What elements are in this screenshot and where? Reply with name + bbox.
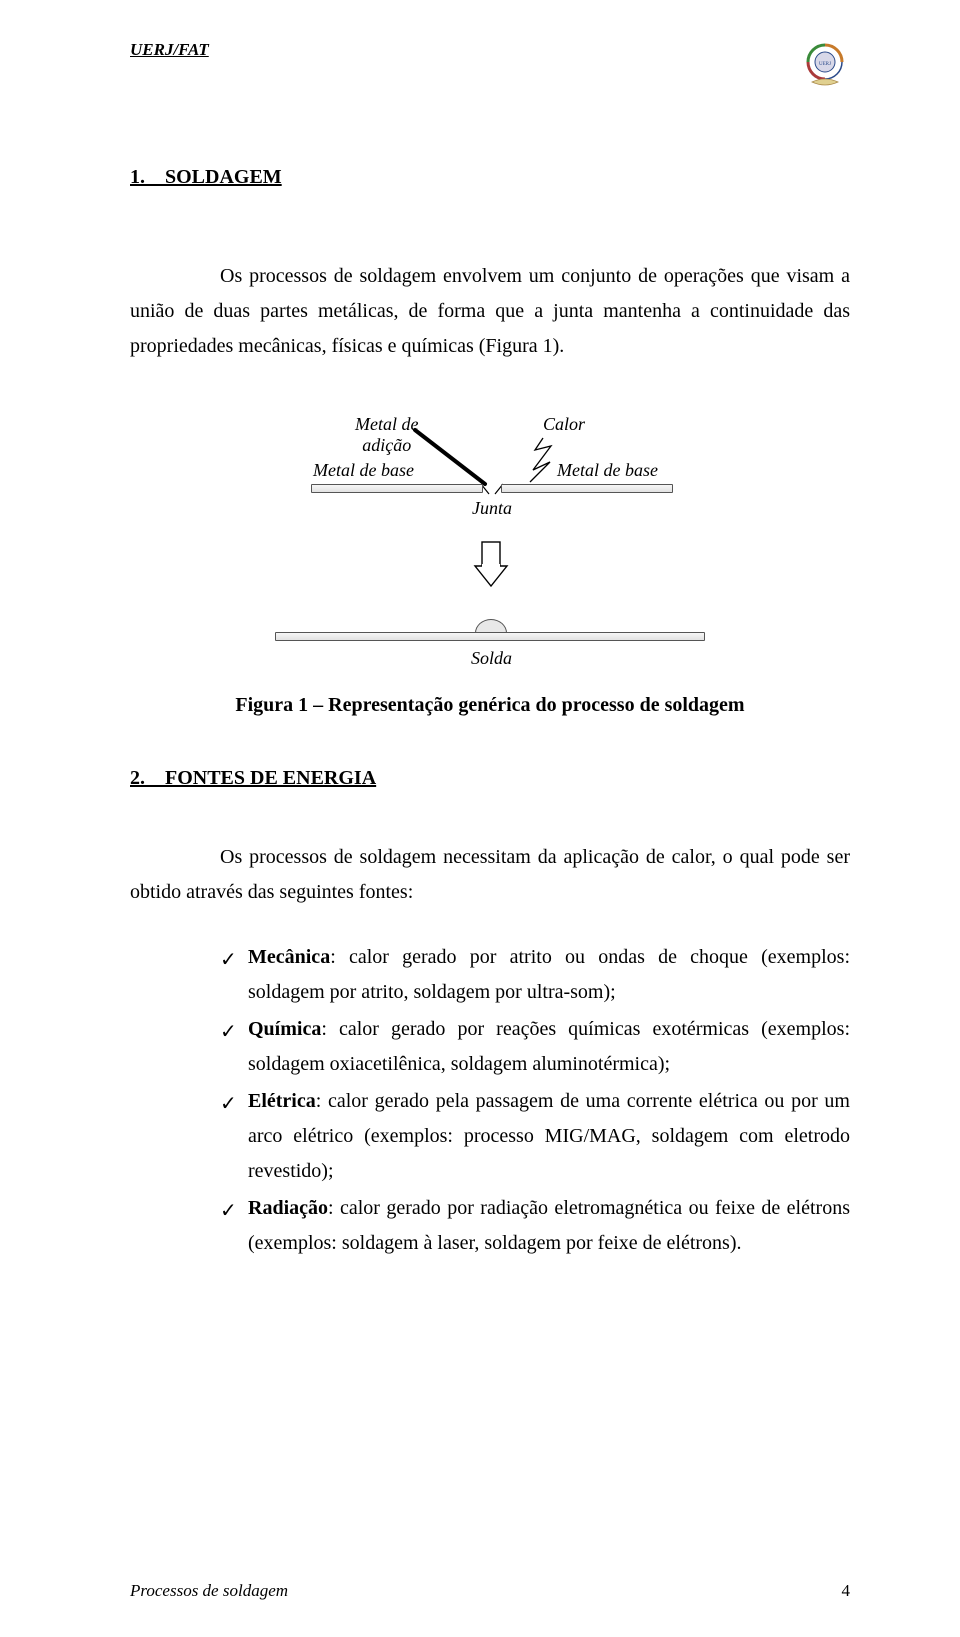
section-1-title: SOLDAGEM	[165, 166, 282, 188]
diagram-label-solda: Solda	[471, 648, 512, 669]
energy-sources-list: ✓ Mecânica: calor gerado por atrito ou o…	[130, 940, 850, 1261]
section-2-title: FONTES DE ENERGIA	[165, 767, 376, 789]
page-header: UERJ/FAT UERJ	[130, 40, 850, 96]
bullet-text: : calor gerado por radiação eletromagnét…	[248, 1197, 850, 1254]
list-item: ✓ Elétrica: calor gerado pela passagem d…	[220, 1084, 850, 1189]
page-number: 4	[842, 1581, 851, 1601]
figure-1: Metal de adição Calor Metal de base Meta…	[130, 414, 850, 717]
section-1-number: 1.	[130, 166, 145, 188]
header-institution: UERJ/FAT	[130, 40, 209, 60]
diagram-bar-welded	[275, 632, 705, 641]
bullet-bold: Elétrica	[248, 1090, 316, 1112]
welding-diagram: Metal de adição Calor Metal de base Meta…	[275, 414, 705, 674]
bullet-text: : calor gerado pela passagem de uma corr…	[248, 1090, 850, 1182]
page-footer: Processos de soldagem 4	[130, 1581, 850, 1601]
bullet-text: : calor gerado por atrito ou ondas de ch…	[248, 946, 850, 1003]
section-2-number: 2.	[130, 767, 145, 789]
check-icon: ✓	[220, 1194, 237, 1229]
bullet-bold: Química	[248, 1018, 321, 1040]
section-2-heading: 2. FONTES DE ENERGIA	[130, 767, 850, 790]
section-1-heading: 1. SOLDAGEM	[130, 166, 850, 189]
svg-text:UERJ: UERJ	[819, 62, 831, 67]
institution-logo-icon: UERJ	[800, 40, 850, 96]
section-2-paragraph: Os processos de soldagem necessitam da a…	[130, 840, 850, 910]
bullet-bold: Mecânica	[248, 946, 330, 968]
check-icon: ✓	[220, 1087, 237, 1122]
figure-1-caption: Figura 1 – Representação genérica do pro…	[235, 694, 744, 717]
check-icon: ✓	[220, 943, 237, 978]
section-1-paragraph: Os processos de soldagem envolvem um con…	[130, 259, 850, 364]
check-icon: ✓	[220, 1015, 237, 1050]
bullet-text: : calor gerado por reações químicas exot…	[248, 1018, 850, 1075]
diagram-bar-right	[501, 484, 673, 493]
list-item: ✓ Química: calor gerado por reações quím…	[220, 1012, 850, 1082]
footer-title: Processos de soldagem	[130, 1581, 288, 1601]
diagram-label-junta: Junta	[472, 498, 512, 519]
diagram-bar-left	[311, 484, 483, 493]
bullet-bold: Radiação	[248, 1197, 328, 1219]
list-item: ✓ Mecânica: calor gerado por atrito ou o…	[220, 940, 850, 1010]
list-item: ✓ Radiação: calor gerado por radiação el…	[220, 1191, 850, 1261]
